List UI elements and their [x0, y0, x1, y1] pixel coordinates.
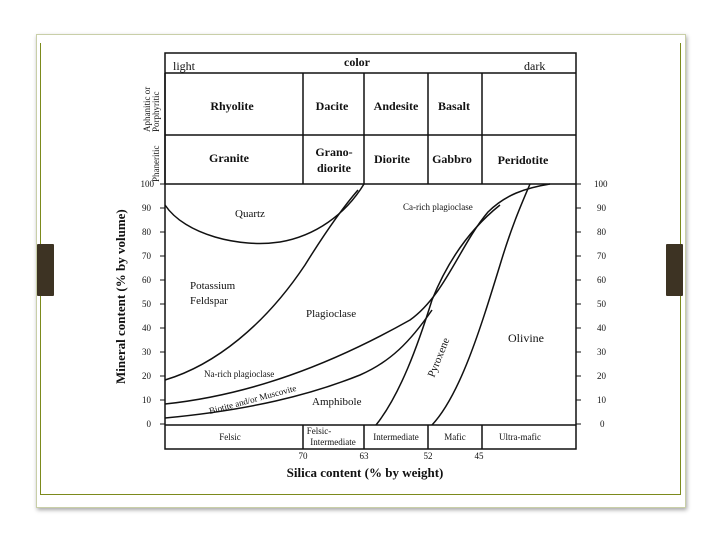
- label-potassium: Potassium: [190, 280, 236, 292]
- slide-tab-right: [666, 244, 683, 296]
- plagioclase-boundary: [164, 183, 551, 405]
- y-tick-right: 60: [597, 275, 607, 285]
- y-tick-right: 90: [597, 203, 607, 213]
- y-axis-label: Mineral content (% by volume): [113, 209, 128, 384]
- label-pyroxene: Pyroxene: [426, 336, 453, 379]
- phaneritic-label: Phaneritic: [151, 146, 161, 183]
- label-ca-rich-plagioclase: Ca-rich plagioclase: [403, 202, 473, 212]
- y-tick-left: 90: [142, 203, 152, 213]
- y-tick-left: 80: [142, 227, 152, 237]
- biotite-boundary: [164, 309, 433, 419]
- rock-gabbro: Gabbro: [432, 152, 472, 166]
- y-tick-left: 20: [142, 371, 152, 381]
- composition-felsic: Felsic: [219, 432, 241, 442]
- rock-granite: Granite: [209, 151, 250, 165]
- rock-diorite: Diorite: [374, 152, 411, 166]
- header-dark-label: dark: [524, 59, 545, 73]
- y-tick-left: 70: [142, 251, 152, 261]
- y-tick-right: 20: [597, 371, 607, 381]
- composition-mafic: Mafic: [444, 432, 466, 442]
- amphibole-boundary: [375, 204, 501, 426]
- label-feldspar: Feldspar: [190, 295, 228, 307]
- slide-tab-left: [37, 244, 54, 296]
- silica-tick: 45: [475, 451, 485, 461]
- pyroxene-boundary: [431, 183, 531, 426]
- y-tick-right: 80: [597, 227, 607, 237]
- y-tick-right: 10: [597, 395, 607, 405]
- label-quartz: Quartz: [235, 208, 265, 220]
- silica-tick: 63: [360, 451, 370, 461]
- y-tick-left: 50: [142, 299, 152, 309]
- label-plagioclase: Plagioclase: [306, 308, 356, 320]
- header-light-label: light: [173, 59, 196, 73]
- y-tick-left: 40: [142, 323, 152, 333]
- y-tick-right: 50: [597, 299, 607, 309]
- rock-rhyolite: Rhyolite: [210, 99, 254, 113]
- diagram-svg: light color dark Aphanitic or Porphyriti…: [113, 52, 608, 480]
- rock-granodiorite-line1: Grano-: [315, 145, 352, 159]
- y-tick-right: 100: [594, 179, 608, 189]
- porphyritic-label: Porphyritic: [151, 91, 161, 132]
- rock-peridotite: Peridotite: [498, 153, 549, 167]
- silica-tick: 52: [424, 451, 433, 461]
- composition-ultra-mafic: Ultra-mafic: [499, 432, 541, 442]
- rock-dacite: Dacite: [316, 99, 349, 113]
- potassium-feldspar-boundary: [164, 189, 359, 381]
- rock-andesite: Andesite: [374, 99, 419, 113]
- y-tick-right: 30: [597, 347, 607, 357]
- diagram-border: [164, 52, 577, 450]
- y-tick-left: 10: [142, 395, 152, 405]
- y-tick-left: 60: [142, 275, 152, 285]
- composition-intermediate: Intermediate: [373, 432, 418, 442]
- y-tick-right: 70: [597, 251, 607, 261]
- y-tick-right: 40: [597, 323, 607, 333]
- y-axis-ticks: [160, 183, 581, 425]
- x-axis-label: Silica content (% by weight): [287, 465, 444, 480]
- y-tick-left: 30: [142, 347, 152, 357]
- rock-granodiorite-line2: diorite: [317, 161, 352, 175]
- label-na-rich-plagioclase: Na-rich plagioclase: [204, 369, 274, 379]
- aphanitic-label: Aphanitic or: [142, 87, 152, 132]
- y-tick-right: 0: [600, 419, 605, 429]
- frame-rule-bottom: [40, 494, 680, 495]
- y-tick-left: 100: [141, 179, 155, 189]
- y-tick-left: 0: [147, 419, 152, 429]
- igneous-rock-diagram: light color dark Aphanitic or Porphyriti…: [95, 43, 625, 486]
- label-olivine: Olivine: [508, 331, 544, 345]
- header-color-label: color: [344, 55, 371, 69]
- rock-basalt: Basalt: [438, 99, 470, 113]
- label-amphibole: Amphibole: [312, 396, 362, 408]
- silica-tick: 70: [299, 451, 309, 461]
- composition-felsic-intermediate-line2: Intermediate: [310, 437, 355, 447]
- composition-felsic-intermediate-line1: Felsic-: [307, 426, 332, 436]
